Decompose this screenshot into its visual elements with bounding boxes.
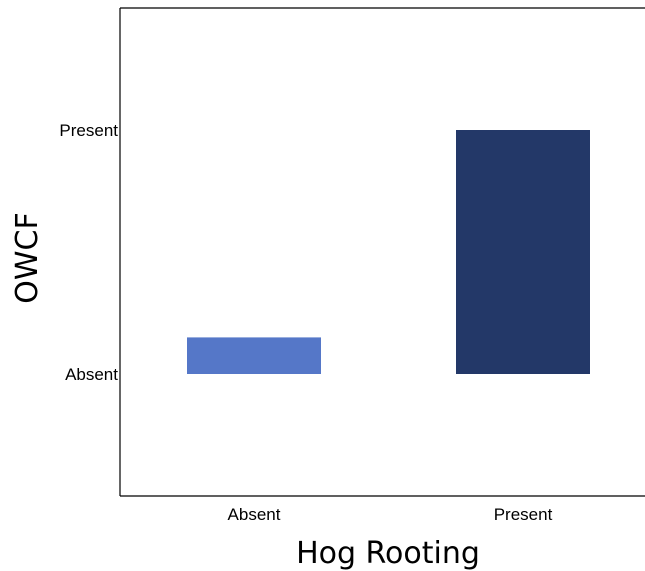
y-tick-label-absent: Absent bbox=[65, 365, 118, 384]
y-tick-labels: Absent Present bbox=[59, 121, 118, 384]
plot-area bbox=[119, 7, 645, 497]
y-tick-label-present: Present bbox=[59, 121, 118, 140]
bars bbox=[187, 130, 590, 374]
x-tick-label-present: Present bbox=[494, 505, 553, 524]
bar-present bbox=[456, 130, 590, 374]
x-tick-labels: Absent Present bbox=[228, 505, 553, 524]
y-axis-title: OWCF bbox=[10, 212, 45, 303]
bar-absent bbox=[187, 337, 321, 374]
x-axis-title: Hog Rooting bbox=[296, 536, 480, 571]
x-tick-label-absent: Absent bbox=[228, 505, 281, 524]
